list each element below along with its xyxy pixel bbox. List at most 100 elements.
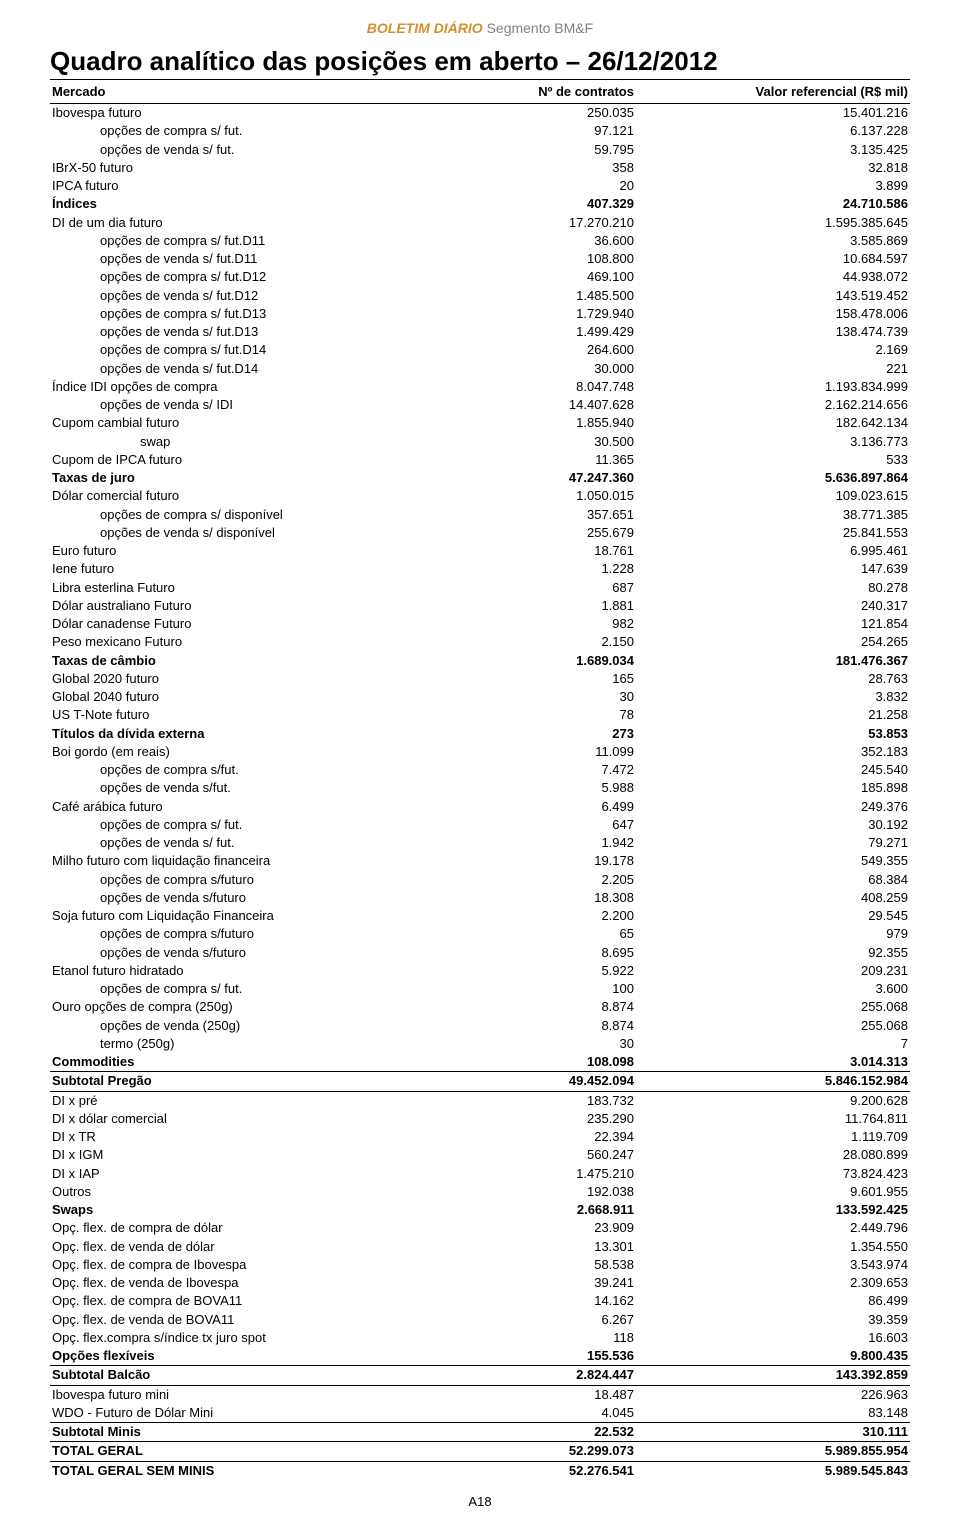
cell-valor: 533 xyxy=(636,451,910,469)
page-header: BOLETIM DIÁRIO Segmento BM&F xyxy=(50,20,910,36)
table-row: Opç. flex. de venda de Ibovespa39.2412.3… xyxy=(50,1274,910,1292)
table-row: Etanol futuro hidratado5.922209.231 xyxy=(50,962,910,980)
table-row: opções de compra s/ fut.D12469.10044.938… xyxy=(50,268,910,286)
cell-valor: 245.540 xyxy=(636,761,910,779)
cell-contratos: 2.205 xyxy=(461,871,636,889)
cell-label: Café arábica futuro xyxy=(50,798,461,816)
cell-label: Iene futuro xyxy=(50,560,461,578)
cell-label: opções de compra s/ fut. xyxy=(50,122,461,140)
cell-label: Ouro opções de compra (250g) xyxy=(50,998,461,1016)
cell-valor: 11.764.811 xyxy=(636,1110,910,1128)
cell-valor: 86.499 xyxy=(636,1292,910,1310)
cell-contratos: 1.050.015 xyxy=(461,487,636,505)
cell-label: opções de venda s/ fut.D14 xyxy=(50,360,461,378)
cell-valor: 9.200.628 xyxy=(636,1091,910,1110)
cell-contratos: 647 xyxy=(461,816,636,834)
cell-contratos: 11.365 xyxy=(461,451,636,469)
table-row: Índices407.32924.710.586 xyxy=(50,195,910,213)
cell-contratos: 235.290 xyxy=(461,1110,636,1128)
table-row: Dólar canadense Futuro982121.854 xyxy=(50,615,910,633)
cell-label: opções de venda (250g) xyxy=(50,1017,461,1035)
cell-label: Opç. flex. de compra de Ibovespa xyxy=(50,1256,461,1274)
cell-contratos: 255.679 xyxy=(461,524,636,542)
cell-valor: 29.545 xyxy=(636,907,910,925)
cell-valor: 2.449.796 xyxy=(636,1219,910,1237)
table-row: IBrX-50 futuro35832.818 xyxy=(50,159,910,177)
table-row: DI x pré183.7329.200.628 xyxy=(50,1091,910,1110)
cell-valor: 10.684.597 xyxy=(636,250,910,268)
page-number: A18 xyxy=(50,1494,910,1509)
cell-valor: 2.169 xyxy=(636,341,910,359)
cell-valor: 24.710.586 xyxy=(636,195,910,213)
cell-contratos: 108.800 xyxy=(461,250,636,268)
cell-contratos: 1.729.940 xyxy=(461,305,636,323)
cell-label: Cupom de IPCA futuro xyxy=(50,451,461,469)
cell-contratos: 52.299.073 xyxy=(461,1442,636,1461)
cell-contratos: 165 xyxy=(461,670,636,688)
cell-label: Opções flexíveis xyxy=(50,1347,461,1366)
cell-valor: 3.136.773 xyxy=(636,433,910,451)
cell-valor: 5.846.152.984 xyxy=(636,1072,910,1091)
table-row: opções de venda s/ fut.D131.499.429138.4… xyxy=(50,323,910,341)
table-row: Dólar comercial futuro1.050.015109.023.6… xyxy=(50,487,910,505)
table-row: opções de compra s/ fut.D1136.6003.585.8… xyxy=(50,232,910,250)
table-row: Café arábica futuro6.499249.376 xyxy=(50,798,910,816)
cell-valor: 133.592.425 xyxy=(636,1201,910,1219)
table-row: US T-Note futuro7821.258 xyxy=(50,706,910,724)
cell-label: Títulos da dívida externa xyxy=(50,725,461,743)
cell-label: Opç. flex.compra s/índice tx juro spot xyxy=(50,1329,461,1347)
document-page: BOLETIM DIÁRIO Segmento BM&F Quadro anal… xyxy=(0,0,960,1539)
cell-contratos: 30 xyxy=(461,1035,636,1053)
cell-valor: 25.841.553 xyxy=(636,524,910,542)
table-row: Global 2040 futuro303.832 xyxy=(50,688,910,706)
col-mercado: Mercado xyxy=(50,80,461,104)
cell-contratos: 100 xyxy=(461,980,636,998)
table-row: Peso mexicano Futuro2.150254.265 xyxy=(50,633,910,651)
table-row: opções de compra s/ disponível357.65138.… xyxy=(50,506,910,524)
cell-label: Euro futuro xyxy=(50,542,461,560)
table-row: Taxas de câmbio1.689.034181.476.367 xyxy=(50,652,910,670)
cell-label: Taxas de câmbio xyxy=(50,652,461,670)
cell-contratos: 8.874 xyxy=(461,1017,636,1035)
cell-valor: 310.111 xyxy=(636,1423,910,1442)
table-row: opções de compra s/ fut.D131.729.940158.… xyxy=(50,305,910,323)
cell-valor: 158.478.006 xyxy=(636,305,910,323)
cell-contratos: 39.241 xyxy=(461,1274,636,1292)
cell-contratos: 18.761 xyxy=(461,542,636,560)
cell-contratos: 58.538 xyxy=(461,1256,636,1274)
table-row: Índice IDI opções de compra8.047.7481.19… xyxy=(50,378,910,396)
cell-label: opções de compra s/futuro xyxy=(50,925,461,943)
cell-valor: 38.771.385 xyxy=(636,506,910,524)
cell-valor: 5.989.545.843 xyxy=(636,1461,910,1480)
cell-label: opções de venda s/ fut.D13 xyxy=(50,323,461,341)
cell-valor: 32.818 xyxy=(636,159,910,177)
cell-label: Swaps xyxy=(50,1201,461,1219)
cell-contratos: 14.162 xyxy=(461,1292,636,1310)
table-row: Opç. flex. de compra de dólar23.9092.449… xyxy=(50,1219,910,1237)
cell-valor: 1.119.709 xyxy=(636,1128,910,1146)
cell-valor: 185.898 xyxy=(636,779,910,797)
cell-valor: 80.278 xyxy=(636,579,910,597)
cell-contratos: 4.045 xyxy=(461,1404,636,1423)
cell-label: opções de venda s/ IDI xyxy=(50,396,461,414)
cell-contratos: 6.267 xyxy=(461,1311,636,1329)
cell-label: opções de venda s/ fut. xyxy=(50,834,461,852)
cell-label: Dólar australiano Futuro xyxy=(50,597,461,615)
cell-label: Milho futuro com liquidação financeira xyxy=(50,852,461,870)
cell-label: opções de compra s/fut. xyxy=(50,761,461,779)
cell-valor: 147.639 xyxy=(636,560,910,578)
cell-label: opções de compra s/ fut.D12 xyxy=(50,268,461,286)
cell-contratos: 36.600 xyxy=(461,232,636,250)
cell-contratos: 18.487 xyxy=(461,1385,636,1404)
table-row: Subtotal Pregão49.452.0945.846.152.984 xyxy=(50,1072,910,1091)
cell-label: Subtotal Pregão xyxy=(50,1072,461,1091)
cell-valor: 226.963 xyxy=(636,1385,910,1404)
table-row: Cupom cambial futuro1.855.940182.642.134 xyxy=(50,414,910,432)
cell-valor: 1.354.550 xyxy=(636,1238,910,1256)
table-row: opções de venda s/ fut.1.94279.271 xyxy=(50,834,910,852)
cell-contratos: 560.247 xyxy=(461,1146,636,1164)
table-row: Swaps2.668.911133.592.425 xyxy=(50,1201,910,1219)
cell-contratos: 155.536 xyxy=(461,1347,636,1366)
cell-label: swap xyxy=(50,433,461,451)
cell-contratos: 358 xyxy=(461,159,636,177)
